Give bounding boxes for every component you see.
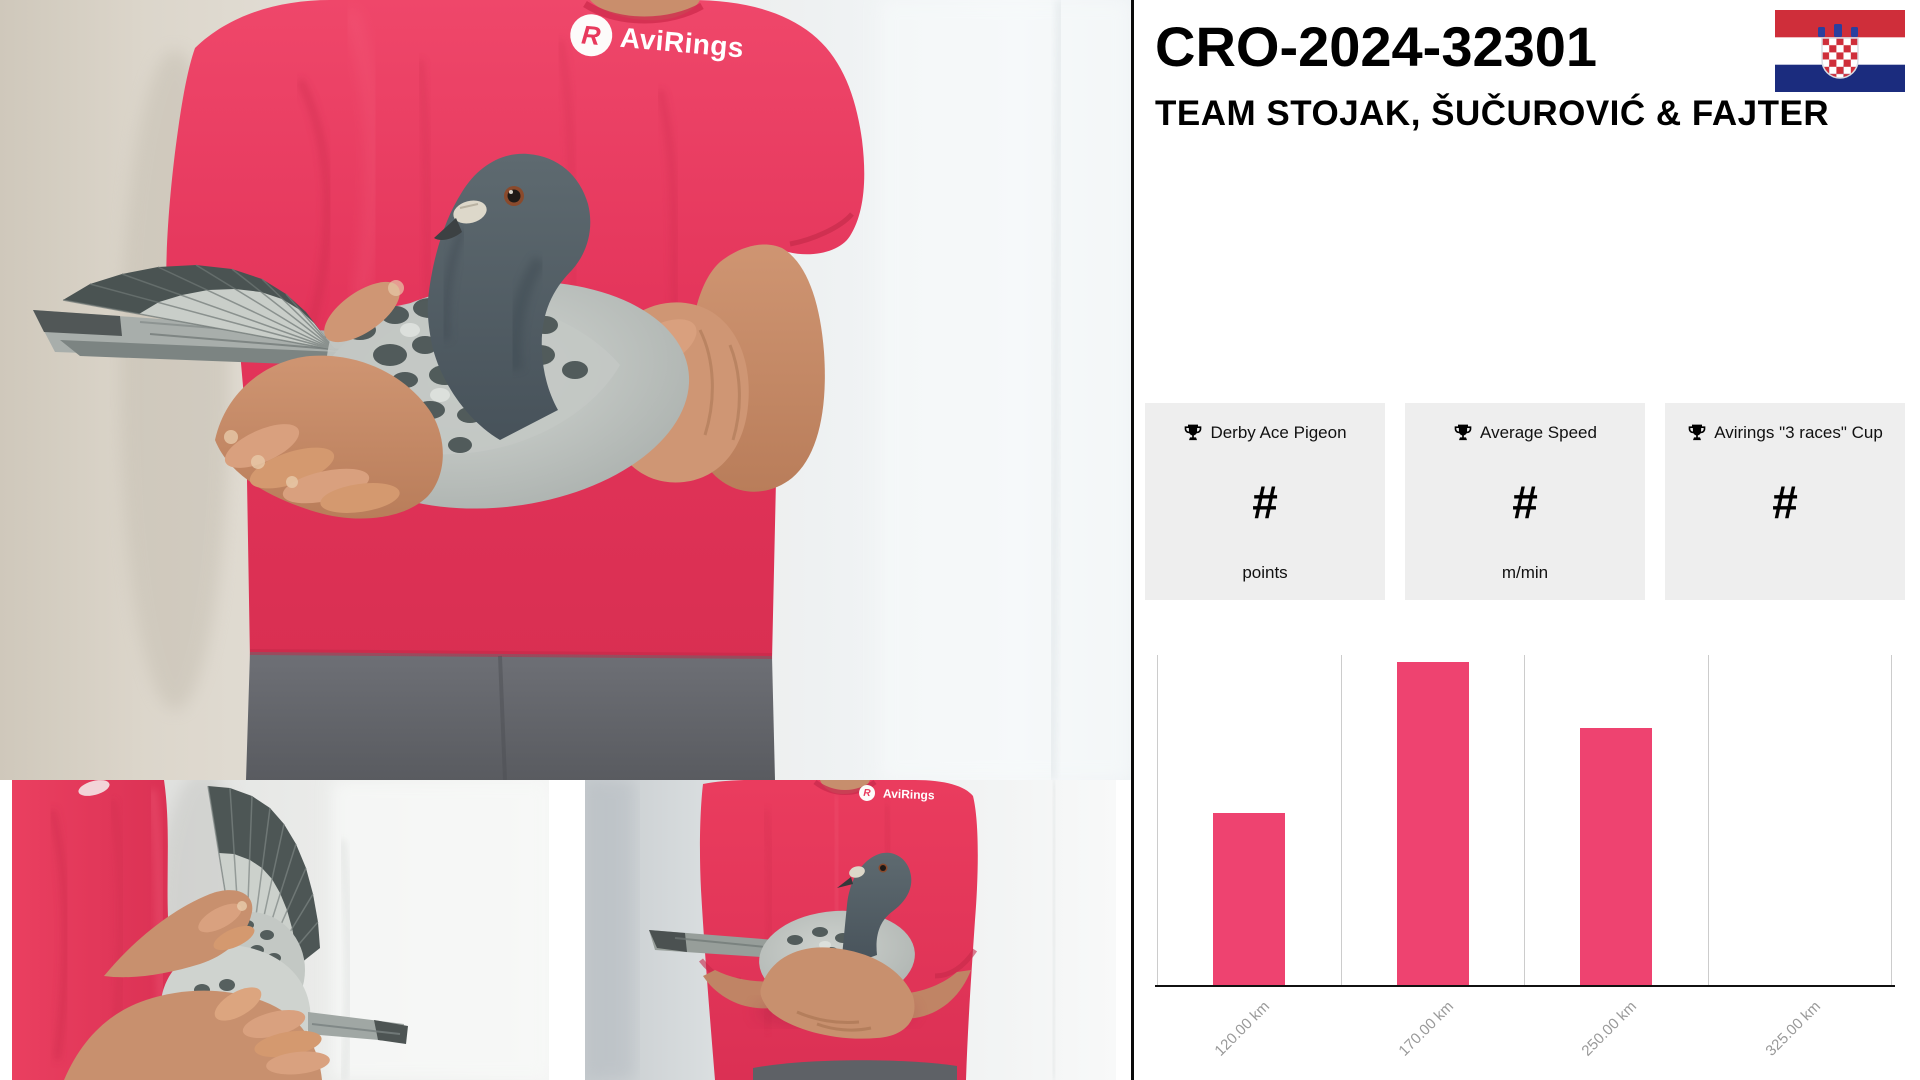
x-tick-label: 325.00 km: [1762, 998, 1825, 1060]
chart-gridline: [1341, 655, 1342, 985]
logo-text: AviRings: [618, 21, 746, 64]
stat-value: #: [1252, 476, 1278, 528]
stat-label: Average Speed: [1480, 423, 1597, 442]
ring-number-title: CRO-2024-32301: [1155, 15, 1598, 78]
wing-spread-photo: [12, 780, 549, 1080]
avirings-logo-small: R AviRings: [858, 784, 935, 804]
logo-r-icon: R: [568, 12, 615, 58]
pigeon-side-photo: R AviRings: [585, 780, 1116, 1080]
stat-value: #: [1512, 476, 1538, 528]
stat-label-row: Average Speed: [1405, 423, 1645, 443]
stat-card-three-races-cup: Avirings "3 races" Cup #: [1665, 403, 1905, 600]
chart-gridline: [1708, 655, 1709, 985]
stat-unit: points: [1242, 563, 1288, 582]
chart-bar-120km: [1213, 813, 1285, 985]
stat-label: Derby Ace Pigeon: [1210, 423, 1347, 442]
main-photo-illustration: [0, 0, 1131, 780]
x-tick-label: 250.00 km: [1578, 998, 1641, 1060]
croatia-flag-icon: [1775, 10, 1905, 92]
x-tick-label: 170.00 km: [1395, 998, 1458, 1060]
stat-label: Avirings "3 races" Cup: [1714, 423, 1883, 442]
trophy-icon: [1185, 424, 1202, 441]
chart-bar-250km: [1580, 728, 1652, 985]
side-photo-illustration: [585, 780, 1116, 1080]
stat-label-row: Avirings "3 races" Cup: [1665, 423, 1905, 443]
trophy-icon: [1688, 424, 1706, 441]
race-distance-chart: [1157, 655, 1892, 985]
chart-bar-170km: [1397, 662, 1469, 985]
trophy-icon: [1454, 424, 1472, 441]
wing-photo-illustration: [12, 780, 549, 1080]
x-tick-label: 120.00 km: [1211, 998, 1274, 1060]
stat-value: #: [1772, 476, 1798, 528]
flag-crown: [1818, 24, 1858, 37]
panel-divider: [1131, 0, 1134, 1080]
chart-gridline: [1157, 655, 1158, 985]
stat-unit: m/min: [1501, 563, 1549, 582]
logo-text: AviRings: [882, 786, 935, 803]
chart-x-axis: [1155, 985, 1895, 987]
stat-label-row: Derby Ace Pigeon: [1145, 423, 1385, 443]
stat-card-average-speed: Average Speed # m/min: [1405, 403, 1645, 600]
chart-gridline: [1524, 655, 1525, 985]
main-pigeon-photo: R AviRings: [0, 0, 1131, 780]
logo-r-icon: R: [858, 784, 876, 802]
stat-card-derby-ace: Derby Ace Pigeon # points: [1145, 403, 1385, 600]
team-name: TEAM STOJAK, ŠUČUROVIĆ & FAJTER: [1155, 94, 1830, 133]
chart-gridline: [1891, 655, 1892, 985]
